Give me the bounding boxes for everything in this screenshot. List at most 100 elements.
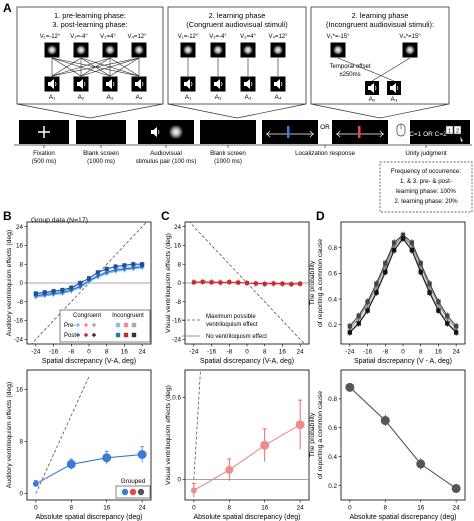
auditory-label: A₁ bbox=[49, 94, 56, 101]
box-frame bbox=[16, 6, 164, 105]
data-point bbox=[427, 290, 432, 295]
data-point bbox=[409, 240, 415, 245]
speaker-icon bbox=[368, 83, 374, 93]
visual-blob-icon bbox=[76, 45, 86, 55]
pairing-line bbox=[371, 57, 411, 82]
data-point bbox=[345, 382, 355, 392]
visual-location-label: V₄=12° bbox=[127, 34, 147, 40]
series-line bbox=[349, 386, 457, 489]
legend-none: No ventriloquism effect bbox=[206, 334, 267, 340]
auditory-label: A₂ bbox=[369, 96, 376, 103]
data-point bbox=[95, 273, 100, 279]
sound-wave-icon bbox=[54, 81, 57, 87]
x-tick-label: 16 bbox=[435, 349, 443, 356]
x-axis-label: Absolute spatial discrepancy (deg) bbox=[349, 514, 456, 521]
data-point bbox=[289, 282, 294, 287]
clipped-layer bbox=[345, 382, 461, 493]
y-tick-label: 0.2 bbox=[328, 322, 337, 329]
screen-1 bbox=[76, 120, 126, 144]
y-tick-label: 16 bbox=[174, 243, 182, 250]
y-axis-label: Auditory ventriloquism effects (deg) bbox=[6, 230, 13, 336]
sound-wave-icon bbox=[220, 81, 223, 87]
temporal-offset-line-1: Temporal offset bbox=[330, 64, 371, 70]
visual-blob-icon bbox=[183, 45, 193, 55]
clipped-layer bbox=[185, 222, 309, 344]
data-point bbox=[32, 480, 39, 487]
data-point bbox=[191, 280, 196, 285]
data-point bbox=[104, 270, 109, 275]
data-point bbox=[347, 323, 353, 329]
y-tick-label: -24 bbox=[172, 337, 182, 344]
speaker-icon bbox=[274, 79, 280, 89]
grouped-red-dot bbox=[129, 488, 137, 496]
chart-B-bottom: 0 8 16 24 16 8 0 Absolute spatial discrepancy (… bbox=[6, 369, 152, 521]
legend-marker bbox=[123, 322, 129, 328]
x-tick-label: -24 bbox=[31, 349, 41, 356]
x-tick-label: 8 bbox=[419, 349, 423, 356]
speaker-icon bbox=[184, 79, 190, 89]
visual-location-label: V₁=-12° bbox=[178, 34, 199, 40]
data-point bbox=[365, 299, 370, 304]
x-tick-label: 0 bbox=[34, 505, 38, 512]
y-tick-label: 8 bbox=[19, 439, 23, 446]
y-tick-label: -24 bbox=[14, 337, 24, 344]
data-point bbox=[66, 459, 76, 469]
connector-box3 bbox=[310, 103, 450, 119]
y-tick-label: 0.6 bbox=[328, 425, 337, 432]
series-line bbox=[193, 424, 301, 491]
visual-location-label: V₄*=15° bbox=[399, 34, 421, 40]
y-tick-label: -8 bbox=[17, 299, 23, 306]
y-tick-label: 0.8 bbox=[328, 396, 337, 403]
pairing-line bbox=[51, 57, 82, 77]
chart-D-bottom: 0 8 16 24 0.8 0.6 0.4 0.2 Absolute spatial discr… bbox=[309, 369, 466, 521]
sound-wave-icon bbox=[112, 81, 115, 87]
x-tick-label: 8 bbox=[70, 505, 74, 512]
y-tick-label: 0.8 bbox=[328, 245, 337, 252]
data-point bbox=[78, 284, 83, 289]
data-point bbox=[298, 281, 303, 286]
screen-2 bbox=[138, 120, 194, 144]
key-label: 1 bbox=[448, 129, 451, 135]
auditory-label: A₂ bbox=[78, 94, 85, 101]
data-point bbox=[374, 281, 379, 286]
series-line bbox=[349, 236, 457, 332]
box-title-line-2: (Congruent audiovisual stimuli) bbox=[186, 20, 287, 29]
panel-letter-c: C bbox=[161, 209, 170, 223]
legend-marker bbox=[91, 332, 97, 338]
visual-blob-icon bbox=[47, 45, 57, 55]
step-label: Blank screen bbox=[83, 150, 119, 157]
speaker-icon bbox=[244, 79, 250, 89]
step-label: Localization response bbox=[295, 150, 355, 157]
visual-blob-icon bbox=[243, 45, 253, 55]
y-axis-label-line: The probability bbox=[309, 412, 316, 457]
x-tick-label: 8 bbox=[384, 505, 388, 512]
data-point bbox=[453, 330, 459, 335]
data-point bbox=[245, 281, 249, 285]
screen-localization-1 bbox=[262, 120, 318, 144]
grouped-label: Grouped bbox=[121, 478, 146, 485]
fixation-cross-icon bbox=[38, 126, 50, 138]
connector-box1 bbox=[16, 103, 164, 119]
data-point bbox=[260, 440, 270, 450]
y-tick-label: 0.4 bbox=[328, 454, 337, 461]
blue-cursor-icon bbox=[287, 126, 290, 138]
data-point bbox=[190, 487, 197, 494]
data-point bbox=[356, 313, 361, 318]
y-axis-label: The probabilityof reporting a common cau… bbox=[309, 239, 324, 327]
x-axis-label: Spatial discrepancy (V-A, deg) bbox=[200, 358, 294, 365]
x-tick-label: 24 bbox=[297, 349, 305, 356]
arrow-icon bbox=[266, 130, 384, 138]
data-point bbox=[418, 260, 423, 266]
data-point bbox=[60, 287, 65, 293]
frequency-box: Frequency of occurrence: 1. & 3. pre- & … bbox=[379, 161, 473, 213]
data-point bbox=[427, 281, 432, 286]
x-tick-label: 16 bbox=[261, 505, 269, 512]
data-point bbox=[104, 266, 109, 272]
legend-marker bbox=[115, 322, 121, 328]
legend-marker bbox=[75, 332, 81, 338]
x-tick-label: -24 bbox=[189, 349, 199, 356]
pairing-line bbox=[51, 57, 140, 77]
y-tick-label: -16 bbox=[14, 318, 24, 325]
data-point bbox=[436, 308, 441, 313]
